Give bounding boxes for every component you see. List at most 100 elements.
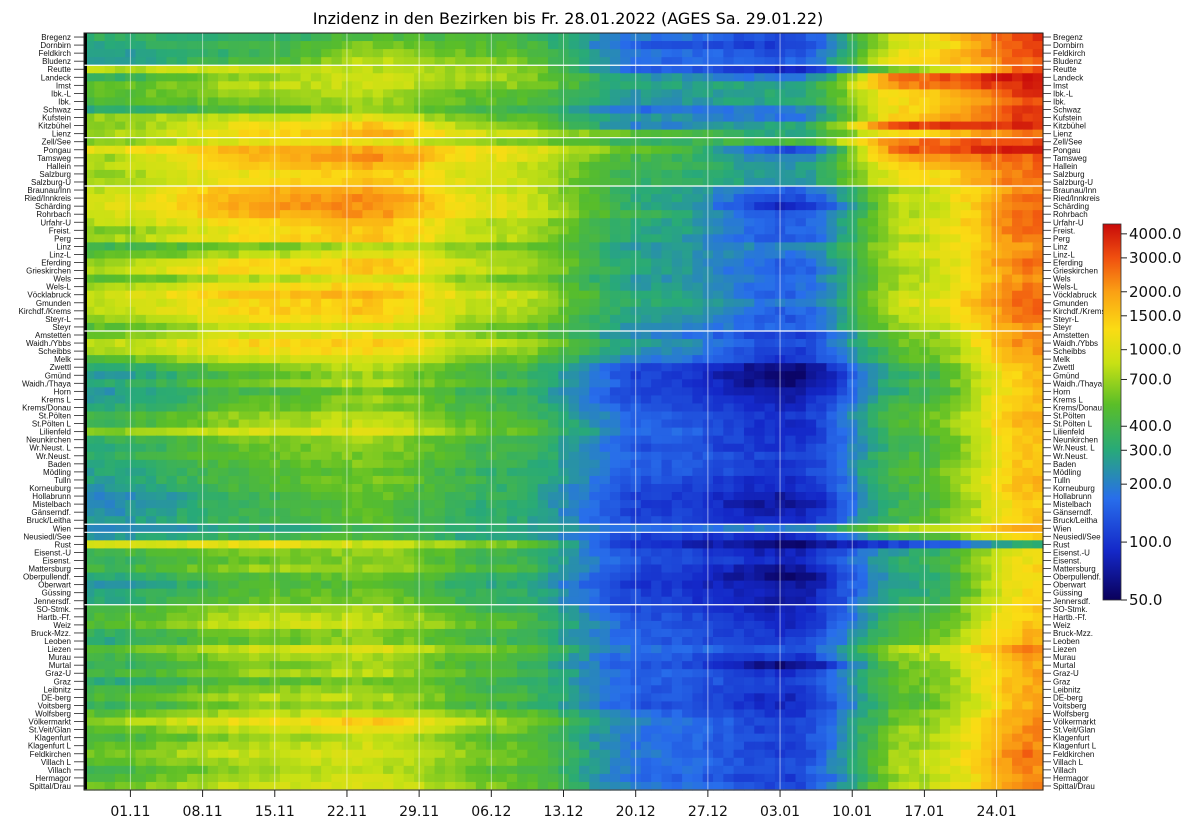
- heatmap-cell: [960, 97, 972, 107]
- heatmap-cell: [331, 73, 343, 82]
- heatmap-cell: [187, 274, 199, 284]
- heatmap-cell: [310, 250, 322, 260]
- heatmap-cell: [754, 258, 766, 268]
- heatmap-cell: [960, 266, 972, 276]
- heatmap-cell: [176, 113, 188, 123]
- heatmap-cell: [300, 218, 312, 227]
- heatmap-cell: [218, 234, 229, 243]
- heatmap-cell: [599, 169, 611, 179]
- heatmap-cell: [878, 49, 889, 58]
- heatmap-cell: [733, 282, 745, 292]
- heatmap-cell: [857, 57, 869, 66]
- heatmap-cell: [826, 371, 838, 380]
- heatmap-cell: [733, 322, 745, 332]
- heatmap-cell: [651, 234, 663, 243]
- heatmap-cell: [743, 363, 755, 372]
- heatmap-cell: [475, 363, 487, 372]
- heatmap-cell: [166, 121, 178, 131]
- heatmap-cell: [671, 57, 683, 66]
- heatmap-cell: [475, 419, 487, 429]
- heatmap-cell: [908, 194, 920, 203]
- heatmap-cell: [578, 282, 590, 292]
- heatmap-cell: [733, 49, 745, 58]
- heatmap-cell: [156, 81, 168, 90]
- heatmap-cell: [754, 177, 766, 187]
- heatmap-cell: [424, 218, 436, 227]
- heatmap-cell: [94, 306, 106, 316]
- heatmap-cell: [517, 97, 529, 107]
- heatmap-cell: [259, 137, 271, 147]
- heatmap-cell: [465, 371, 477, 380]
- heatmap-cell: [970, 306, 982, 316]
- heatmap-cell: [568, 202, 580, 211]
- heatmap-cell: [331, 347, 343, 356]
- heatmap-cell: [682, 202, 693, 211]
- heatmap-cell: [517, 33, 529, 42]
- heatmap-cell: [898, 363, 910, 372]
- heatmap-cell: [279, 137, 291, 147]
- heatmap-cell: [424, 290, 436, 300]
- heatmap-cell: [228, 427, 240, 437]
- heatmap-cell: [352, 314, 364, 324]
- heatmap-cell: [259, 435, 271, 445]
- heatmap-cell: [321, 218, 333, 227]
- heatmap-cell: [114, 105, 126, 115]
- heatmap-cell: [651, 395, 663, 405]
- heatmap-cell: [764, 202, 776, 211]
- heatmap-cell: [548, 194, 559, 203]
- heatmap-cell: [403, 451, 415, 461]
- heatmap-cell: [764, 355, 776, 364]
- heatmap-cell: [104, 145, 116, 155]
- heatmap-cell: [1012, 218, 1023, 227]
- heatmap-cell: [352, 65, 364, 74]
- heatmap-cell: [94, 41, 106, 50]
- heatmap-cell: [661, 347, 673, 356]
- heatmap-cell: [878, 258, 889, 268]
- heatmap-cell: [785, 194, 797, 203]
- heatmap-cell: [321, 242, 333, 252]
- heatmap-cell: [393, 234, 405, 243]
- heatmap-cell: [300, 347, 312, 356]
- heatmap-cell: [444, 234, 456, 243]
- heatmap-cell: [527, 145, 539, 155]
- heatmap-cell: [733, 226, 745, 235]
- heatmap-cell: [444, 129, 456, 139]
- heatmap-cell: [661, 306, 673, 316]
- heatmap-cell: [816, 177, 828, 187]
- heatmap-cell: [640, 347, 652, 356]
- heatmap-cell: [207, 451, 219, 461]
- heatmap-cell: [218, 81, 229, 90]
- heatmap-cell: [970, 314, 982, 324]
- heatmap-cell: [506, 226, 518, 235]
- heatmap-cell: [640, 121, 652, 131]
- heatmap-cell: [496, 186, 508, 195]
- heatmap-cell: [878, 33, 889, 42]
- heatmap-cell: [290, 322, 302, 332]
- heatmap-cell: [321, 81, 333, 90]
- heatmap-cell: [310, 363, 322, 372]
- heatmap-cell: [950, 322, 962, 332]
- heatmap-cell: [785, 451, 797, 461]
- heatmap-cell: [733, 355, 745, 364]
- heatmap-cell: [764, 226, 776, 235]
- heatmap-cell: [218, 226, 229, 235]
- heatmap-cell: [568, 330, 580, 340]
- heatmap-cell: [383, 113, 394, 123]
- heatmap-cell: [713, 363, 724, 372]
- heatmap-cell: [888, 322, 900, 332]
- heatmap-cell: [84, 322, 95, 332]
- heatmap-cell: [713, 395, 724, 405]
- heatmap-cell: [444, 411, 456, 421]
- heatmap-cell: [1012, 65, 1023, 74]
- heatmap-cell: [527, 427, 539, 437]
- heatmap-cell: [218, 242, 229, 252]
- heatmap-cell: [496, 363, 508, 372]
- heatmap-cell: [692, 282, 704, 292]
- heatmap-cell: [187, 57, 199, 66]
- heatmap-cell: [310, 194, 322, 203]
- heatmap-cell: [187, 266, 199, 276]
- heatmap-cell: [795, 379, 807, 388]
- heatmap-cell: [496, 177, 508, 187]
- heatmap-cell: [475, 194, 487, 203]
- heatmap-cell: [960, 298, 972, 308]
